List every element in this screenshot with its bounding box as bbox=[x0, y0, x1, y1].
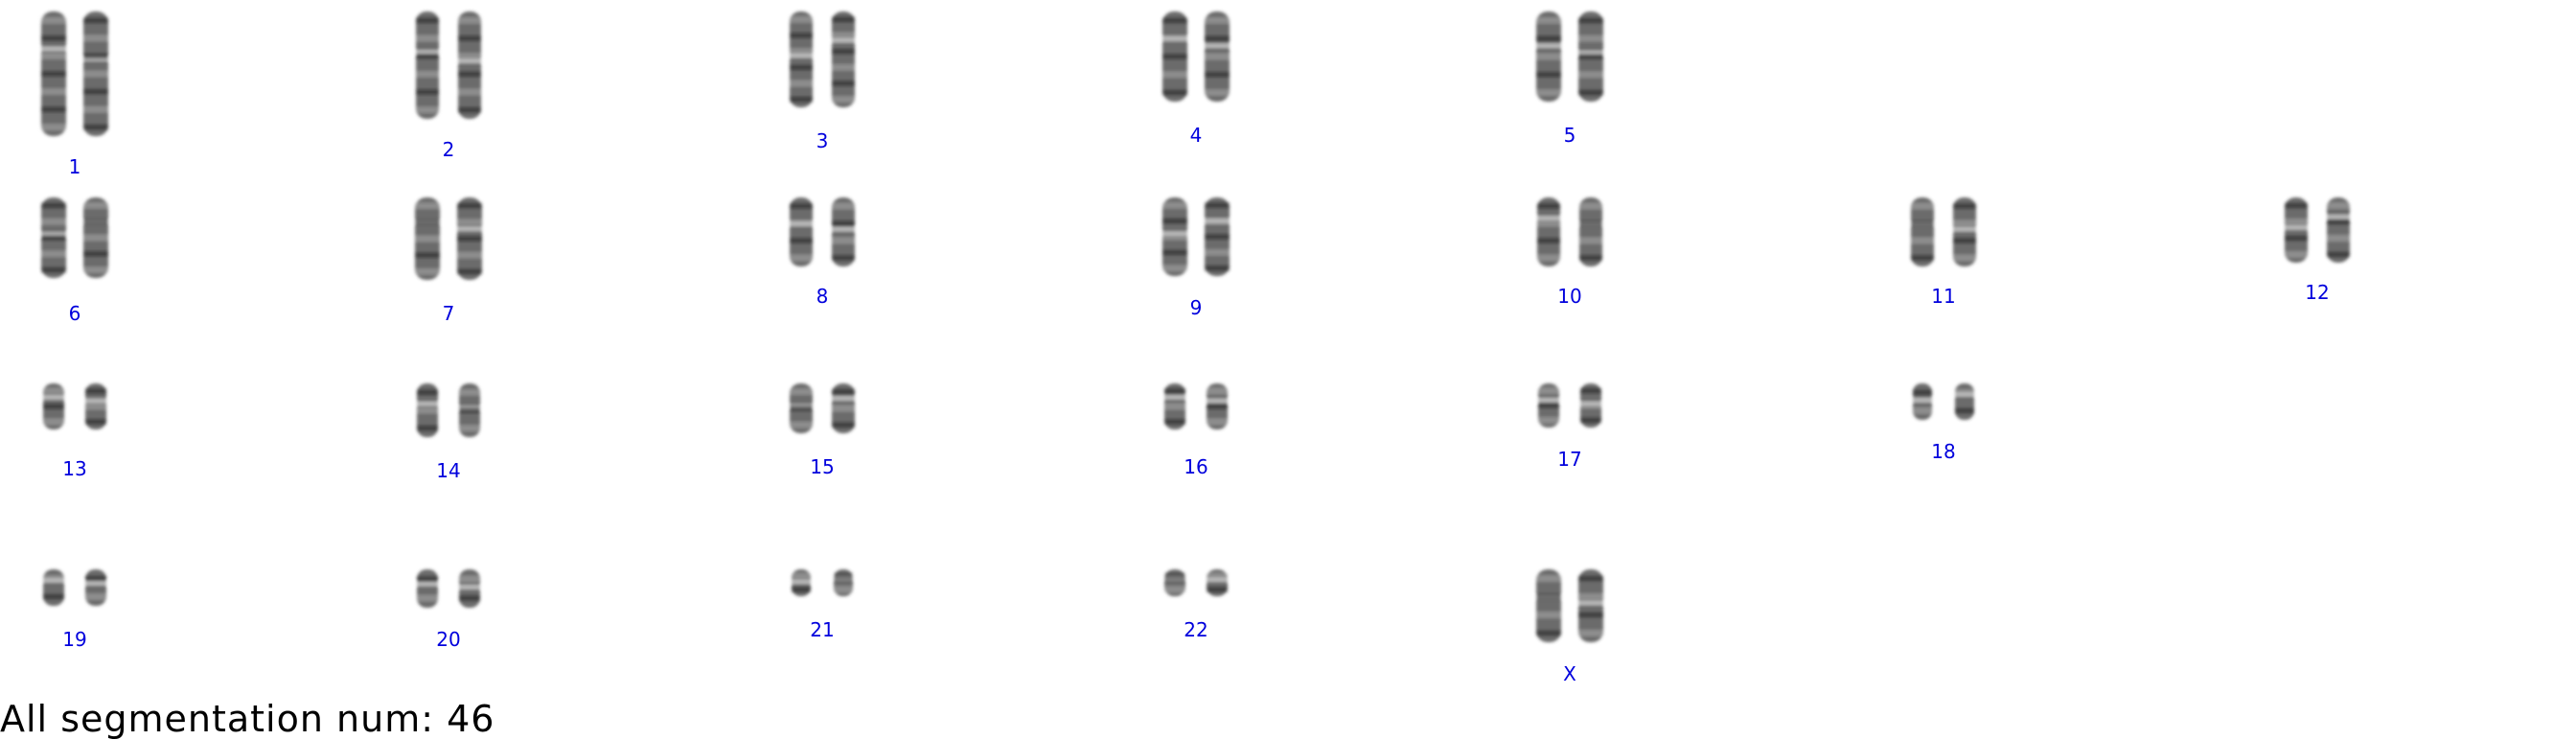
chromosome-20-a bbox=[415, 569, 440, 608]
pair-label-15: 15 bbox=[810, 455, 834, 478]
chromosome-17-a bbox=[1536, 383, 1561, 428]
chromosome-22-a bbox=[1162, 569, 1187, 596]
chromosome-pair-15: 15 bbox=[788, 383, 857, 478]
chromosome-18-a bbox=[1911, 383, 1934, 420]
chromosome-pair-19: 19 bbox=[41, 569, 108, 651]
pair-label-10: 10 bbox=[1557, 285, 1581, 308]
pair-label-11: 11 bbox=[1931, 285, 1955, 308]
pair-label-18: 18 bbox=[1931, 440, 1955, 463]
pair-label-17: 17 bbox=[1557, 448, 1581, 471]
chromosome-10-a bbox=[1535, 197, 1562, 266]
chromosome-pair-13: 13 bbox=[41, 383, 108, 480]
chromosome-16-a bbox=[1162, 383, 1187, 429]
chromosome-14-a bbox=[415, 383, 440, 437]
chromosome-pair-6: 6 bbox=[39, 197, 110, 325]
chromosome-pair-14: 14 bbox=[415, 383, 482, 482]
chromosome-4-b bbox=[1203, 12, 1231, 102]
chromosome-19-b bbox=[83, 569, 108, 606]
pair-label-4: 4 bbox=[1190, 124, 1203, 147]
chromosome-pair-2: 2 bbox=[414, 12, 483, 161]
segmentation-count-text: All segmentation num: 46 bbox=[0, 698, 495, 740]
chromosome-pair-21: 21 bbox=[790, 569, 855, 641]
chromosome-22-b bbox=[1205, 569, 1230, 596]
chromosome-pair-10: 10 bbox=[1535, 197, 1604, 308]
pair-label-X: X bbox=[1563, 662, 1576, 685]
pair-label-3: 3 bbox=[816, 129, 829, 152]
pair-label-5: 5 bbox=[1564, 124, 1576, 147]
pair-label-13: 13 bbox=[62, 457, 86, 480]
chromosome-5-b bbox=[1576, 12, 1605, 102]
chromosome-1-a bbox=[39, 12, 68, 136]
chromosome-5-a bbox=[1534, 12, 1563, 102]
pair-label-9: 9 bbox=[1190, 296, 1203, 319]
chromosome-12-b bbox=[2325, 197, 2352, 263]
chromosome-6-a bbox=[39, 197, 68, 278]
chromosome-X-b bbox=[1576, 569, 1605, 642]
chromosome-2-b bbox=[456, 12, 483, 119]
chromosome-3-b bbox=[830, 12, 857, 107]
chromosome-11-b bbox=[1951, 197, 1978, 266]
chromosome-1-b bbox=[81, 12, 110, 136]
pair-label-2: 2 bbox=[443, 138, 455, 161]
pair-label-12: 12 bbox=[2305, 281, 2329, 304]
chromosome-16-b bbox=[1205, 383, 1230, 429]
chromosome-pair-5: 5 bbox=[1534, 12, 1605, 147]
chromosome-6-b bbox=[81, 197, 110, 278]
chromosome-9-a bbox=[1161, 197, 1189, 276]
chromosome-pair-17: 17 bbox=[1536, 383, 1603, 471]
chromosome-8-b bbox=[830, 197, 857, 266]
chromosome-2-a bbox=[414, 12, 441, 119]
chromosome-pair-1: 1 bbox=[39, 12, 110, 178]
chromosome-11-a bbox=[1909, 197, 1936, 266]
chromosome-7-a bbox=[413, 197, 442, 280]
chromosome-13-a bbox=[41, 383, 66, 429]
chromosome-3-a bbox=[788, 12, 815, 107]
chromosome-9-b bbox=[1203, 197, 1231, 276]
chromosome-10-b bbox=[1577, 197, 1604, 266]
chromosome-13-b bbox=[83, 383, 108, 429]
chromosome-21-a bbox=[790, 569, 813, 596]
pair-label-16: 16 bbox=[1184, 455, 1208, 478]
chromosome-pair-12: 12 bbox=[2283, 197, 2352, 304]
chromosome-21-b bbox=[832, 569, 855, 596]
chromosome-pair-4: 4 bbox=[1161, 12, 1231, 147]
chromosome-4-a bbox=[1161, 12, 1189, 102]
pair-label-1: 1 bbox=[69, 155, 81, 178]
chromosome-pair-18: 18 bbox=[1911, 383, 1976, 463]
pair-label-7: 7 bbox=[443, 302, 455, 325]
chromosome-18-b bbox=[1953, 383, 1976, 420]
chromosome-pair-16: 16 bbox=[1162, 383, 1230, 478]
chromosome-pair-7: 7 bbox=[413, 197, 484, 325]
chromosome-7-b bbox=[455, 197, 484, 280]
chromosome-14-b bbox=[457, 383, 482, 437]
pair-label-8: 8 bbox=[816, 285, 829, 308]
chromosome-19-a bbox=[41, 569, 66, 606]
chromosome-X-a bbox=[1534, 569, 1563, 642]
chromosome-15-b bbox=[830, 383, 857, 433]
chromosome-pair-3: 3 bbox=[788, 12, 857, 152]
pair-label-19: 19 bbox=[62, 628, 86, 651]
chromosome-12-a bbox=[2283, 197, 2310, 263]
chromosome-17-b bbox=[1578, 383, 1603, 428]
pair-label-22: 22 bbox=[1184, 618, 1208, 641]
chromosome-pair-22: 22 bbox=[1162, 569, 1230, 641]
chromosome-pair-9: 9 bbox=[1161, 197, 1231, 319]
chromosome-15-a bbox=[788, 383, 815, 433]
chromosome-8-a bbox=[788, 197, 815, 266]
chromosome-pair-8: 8 bbox=[788, 197, 857, 308]
pair-label-20: 20 bbox=[436, 628, 460, 651]
chromosome-pair-20: 20 bbox=[415, 569, 482, 651]
pair-label-14: 14 bbox=[436, 459, 460, 482]
chromosome-pair-X: X bbox=[1534, 569, 1605, 685]
chromosome-20-b bbox=[457, 569, 482, 608]
chromosome-pair-11: 11 bbox=[1909, 197, 1978, 308]
pair-label-21: 21 bbox=[810, 618, 834, 641]
pair-label-6: 6 bbox=[69, 302, 81, 325]
